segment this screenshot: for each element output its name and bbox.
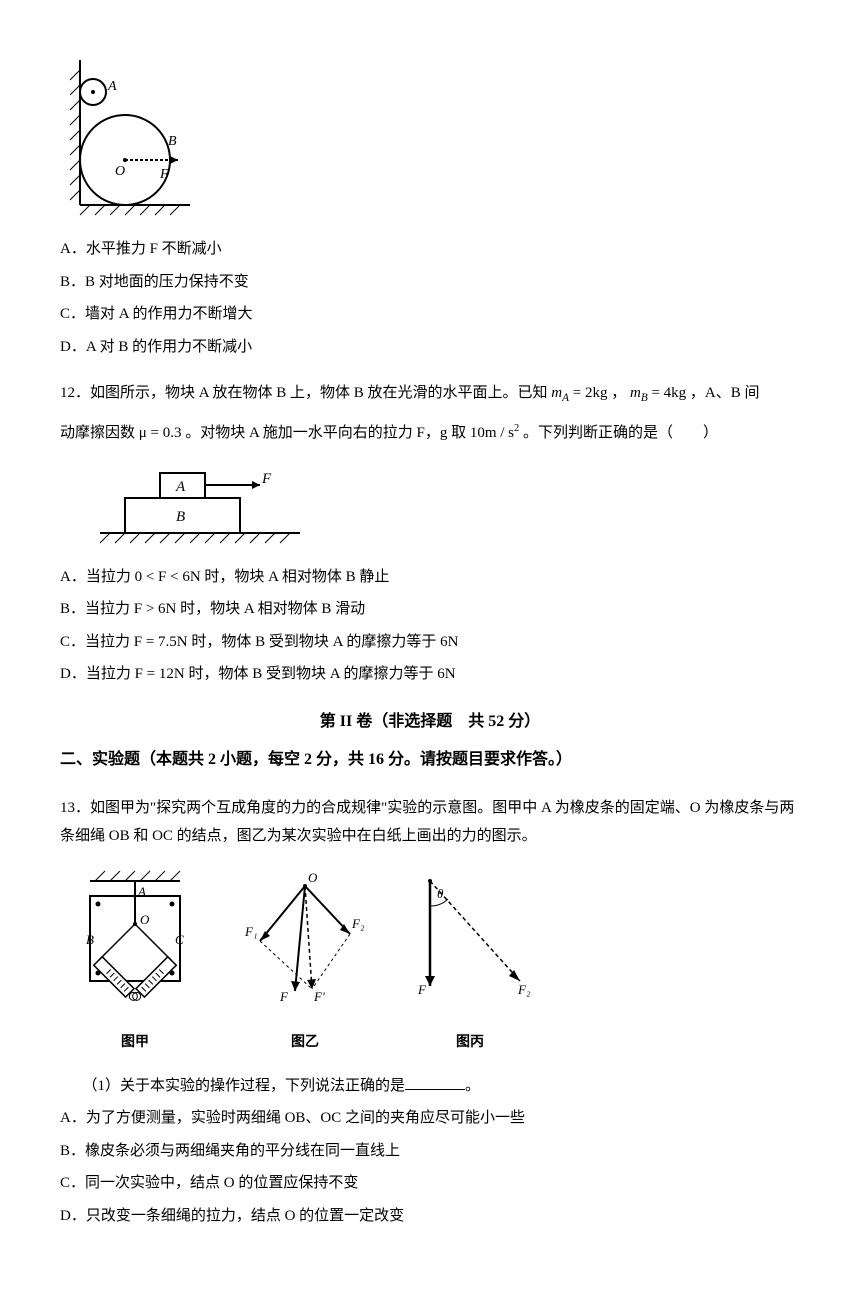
svg-text:F₁: F₁ xyxy=(244,924,257,939)
svg-text:F: F xyxy=(159,167,169,182)
q12-option-d: D．当拉力 F = 12N 时，物体 B 受到物块 A 的摩擦力等于 6N xyxy=(60,660,800,689)
svg-text:A: A xyxy=(107,79,117,94)
svg-text:F₂: F₂ xyxy=(351,916,365,931)
svg-text:O: O xyxy=(115,164,125,179)
q11-option-a: A．水平推力 F 不断减小 xyxy=(60,235,800,264)
q12-eq1: = 2kg ， xyxy=(569,385,630,401)
svg-text:B: B xyxy=(168,134,177,149)
q13-text: 13．如图甲为"探究两个互成角度的力的合成规律"实验的示意图。图甲中 A 为橡皮… xyxy=(60,794,800,851)
svg-text:B: B xyxy=(176,509,185,525)
svg-text:F: F xyxy=(279,989,289,1004)
svg-text:A: A xyxy=(175,479,186,495)
q13-fig-jia: A O B C xyxy=(60,866,210,1016)
q12-ma: m xyxy=(551,385,562,401)
svg-text:F₂: F₂ xyxy=(517,982,531,997)
section2-sub: 二、实验题（本题共 2 小题，每空 2 分，共 16 分。请按题目要求作答。） xyxy=(60,745,800,775)
q13-sub1-post: 。 xyxy=(465,1078,480,1094)
q11-figure: A B O F xyxy=(60,60,800,220)
q13-option-a: A．为了方便测量，实验时两细绳 OB、OC 之间的夹角应尽可能小一些 xyxy=(60,1104,800,1133)
question-12: 12．如图所示，物块 A 放在物体 B 上，物体 B 放在光滑的水平面上。已知 … xyxy=(60,379,800,689)
question-13: 13．如图甲为"探究两个互成角度的力的合成规律"实验的示意图。图甲中 A 为橡皮… xyxy=(60,794,800,1231)
svg-text:O: O xyxy=(140,912,150,927)
q13-figures: A O B C 图甲 xyxy=(60,866,800,1057)
section2-title: 第 II 卷（非选择题 共 52 分） xyxy=(60,707,800,737)
q12-l2-post: 。下列判断正确的是（ ） xyxy=(519,425,718,441)
q13-sub1: （1）关于本实验的操作过程，下列说法正确的是 。 xyxy=(60,1072,800,1101)
q12-ma-sub: A xyxy=(562,392,569,404)
q13-fig-yi: O F₁ F₂ F F′ xyxy=(240,866,370,1016)
q12-eq2: = 4kg ，A、B 间 xyxy=(648,385,760,401)
svg-text:F: F xyxy=(261,471,272,487)
q13-option-d: D．只改变一条细绳的拉力，结点 O 的位置一定改变 xyxy=(60,1202,800,1231)
svg-text:F: F xyxy=(417,982,427,997)
q12-option-b: B．当拉力 F > 6N 时，物块 A 相对物体 B 滑动 xyxy=(60,595,800,624)
q12-figure: A B F xyxy=(100,458,800,548)
q12-text-line2: 动摩擦因数 μ = 0.3 。对物块 A 施加一水平向右的拉力 F，g 取 10… xyxy=(60,419,800,448)
q11-option-d: D．A 对 B 的作用力不断减小 xyxy=(60,333,800,362)
q13-fig-bing: θ F F₂ xyxy=(400,866,540,1016)
svg-text:A: A xyxy=(137,884,146,899)
q13-option-c: C．同一次实验中，结点 O 的位置应保持不变 xyxy=(60,1169,800,1198)
q13-option-b: B．橡皮条必须与两细绳夹角的平分线在同一直线上 xyxy=(60,1137,800,1166)
q11-option-b: B．B 对地面的压力保持不变 xyxy=(60,268,800,297)
svg-text:O: O xyxy=(308,870,318,885)
q13-sub1-text: （1）关于本实验的操作过程，下列说法正确的是 xyxy=(83,1078,406,1094)
svg-text:C: C xyxy=(175,932,184,947)
q13-label-jia: 图甲 xyxy=(60,1030,210,1057)
q12-option-c: C．当拉力 F = 7.5N 时，物体 B 受到物块 A 的摩擦力等于 6N xyxy=(60,628,800,657)
svg-text:θ: θ xyxy=(437,886,444,901)
q12-text-pre: 12．如图所示，物块 A 放在物体 B 上，物体 B 放在光滑的水平面上。已知 xyxy=(60,385,551,401)
q13-blank-1[interactable] xyxy=(405,1075,465,1090)
q12-text: 12．如图所示，物块 A 放在物体 B 上，物体 B 放在光滑的水平面上。已知 … xyxy=(60,379,800,409)
q12-option-a: A．当拉力 0 < F < 6N 时，物块 A 相对物体 B 静止 xyxy=(60,563,800,592)
q13-label-yi: 图乙 xyxy=(240,1030,370,1057)
q12-mb: m xyxy=(630,385,641,401)
q13-label-bing: 图丙 xyxy=(400,1030,540,1057)
q12-l2-pre: 动摩擦因数 μ = 0.3 。对物块 A 施加一水平向右的拉力 F，g 取 10… xyxy=(60,425,514,441)
q12-mb-sub: B xyxy=(641,392,648,404)
svg-text:F′: F′ xyxy=(313,989,325,1004)
svg-text:B: B xyxy=(86,932,94,947)
q11-option-c: C．墙对 A 的作用力不断增大 xyxy=(60,300,800,329)
